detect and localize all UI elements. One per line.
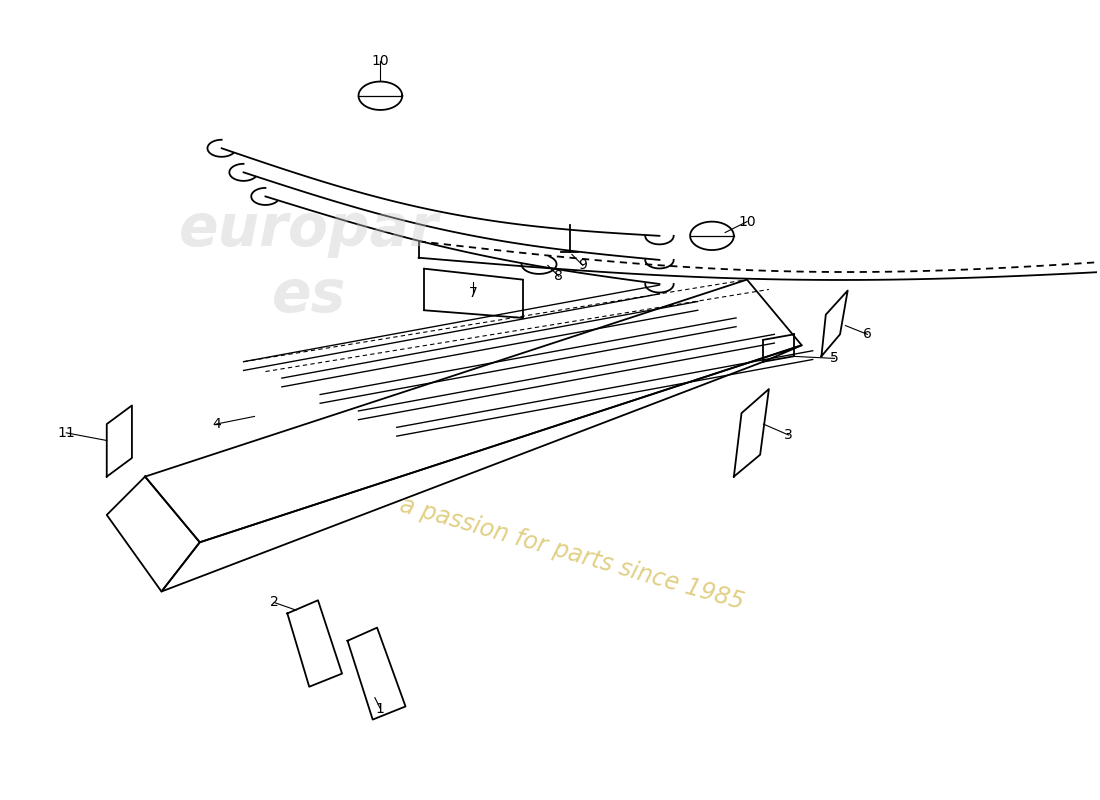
Text: 7: 7 [469,286,477,300]
Text: 6: 6 [864,327,872,342]
Text: 3: 3 [784,428,793,442]
Text: europar
es: europar es [179,201,439,323]
Text: 5: 5 [830,351,839,366]
Text: 11: 11 [57,426,75,440]
Text: 9: 9 [579,258,587,272]
Text: 8: 8 [554,270,563,283]
Text: 1: 1 [376,702,385,716]
Text: 10: 10 [372,54,389,68]
Text: a passion for parts since 1985: a passion for parts since 1985 [397,493,747,614]
Text: 10: 10 [738,214,756,229]
Text: 2: 2 [270,595,278,610]
Text: 4: 4 [212,417,221,431]
